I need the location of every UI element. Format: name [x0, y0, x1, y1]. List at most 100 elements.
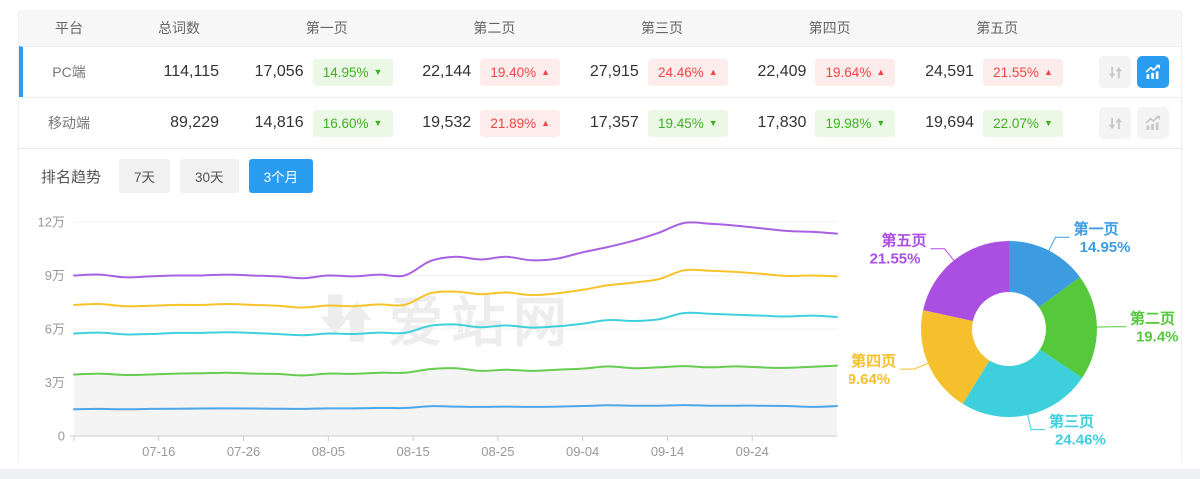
total-keywords-value: 114,115	[115, 63, 243, 81]
donut-leader-line	[931, 249, 956, 262]
page-count-cell: 17,830 19.98% ▼	[746, 110, 914, 137]
keyword-count: 22,409	[757, 63, 806, 81]
page-count-cell: 22,409 19.64% ▲	[746, 59, 914, 86]
keyword-count: 17,830	[757, 114, 806, 132]
donut-leader-line	[1027, 413, 1045, 430]
x-axis-label: 08-25	[481, 444, 514, 459]
change-badge: 16.60% ▼	[313, 110, 393, 137]
page-bottom-strip	[0, 469, 1200, 479]
change-badge: 19.45% ▼	[648, 110, 728, 137]
x-axis-label: 09-14	[651, 444, 684, 459]
change-badge: 19.40% ▲	[480, 59, 560, 86]
platform-label: PC端	[23, 62, 115, 82]
change-percent: 19.64%	[826, 65, 872, 80]
change-percent: 16.60%	[323, 116, 369, 131]
donut-percent: 21.55%	[870, 251, 921, 268]
show-chart-button[interactable]	[1137, 56, 1169, 88]
column-header: 第一页	[243, 18, 411, 38]
keyword-count: 19,532	[422, 114, 471, 132]
arrow-up-icon: ▲	[876, 68, 885, 77]
donut-label: 第三页	[1049, 413, 1094, 431]
column-header: 第二页	[411, 18, 579, 38]
donut-label: 第二页	[1130, 310, 1175, 328]
row-actions	[1081, 107, 1181, 139]
donut-label: 第一页	[1074, 220, 1119, 238]
donut-leader-line	[1048, 237, 1070, 252]
arrow-down-icon: ▼	[709, 119, 718, 128]
tab-7天[interactable]: 7天	[119, 159, 170, 193]
row-actions	[1081, 56, 1181, 88]
change-badge: 19.98% ▼	[815, 110, 895, 137]
keyword-count: 17,357	[590, 114, 639, 132]
tab-3个月[interactable]: 3个月	[249, 159, 314, 193]
arrow-down-icon: ▼	[374, 68, 383, 77]
x-axis-label: 07-16	[142, 444, 175, 459]
change-percent: 19.45%	[658, 116, 704, 131]
trend-line-cyan	[74, 313, 837, 336]
y-axis-label: 0	[58, 429, 65, 444]
change-badge: 21.55%▲	[983, 59, 1063, 86]
change-percent: 24.46%	[658, 65, 704, 80]
sort-button[interactable]	[1099, 56, 1131, 88]
arrow-down-icon: ▼	[1044, 119, 1053, 128]
change-percent: 22.07%	[993, 116, 1039, 131]
arrow-down-icon: ▼	[876, 119, 885, 128]
trend-section-title: 排名趋势	[41, 166, 101, 187]
y-axis-label: 9万	[45, 268, 65, 283]
sort-arrows-icon	[1107, 115, 1124, 132]
column-header: 平台	[23, 18, 115, 38]
donut-label: 第四页	[851, 352, 896, 370]
page-count-cell: 19,532 21.89%▲	[411, 110, 579, 137]
change-percent: 19.98%	[826, 116, 872, 131]
column-header: 第四页	[746, 18, 914, 38]
column-header: 第三页	[578, 18, 746, 38]
donut-slice-5[interactable]	[923, 241, 1009, 321]
page-count-cell: 22,144 19.40% ▲	[411, 59, 579, 86]
change-badge: 21.89%▲	[480, 110, 560, 137]
y-axis-label: 12万	[38, 215, 65, 230]
trend-chart-icon	[1144, 64, 1162, 81]
keyword-count: 22,144	[422, 63, 471, 81]
donut-percent: 19.64%	[849, 371, 890, 388]
platform-label: 移动端	[23, 113, 115, 133]
table-header-row: 平台总词数第一页第二页第三页第四页第五页	[19, 10, 1181, 46]
donut-percent: 24.46%	[1055, 432, 1106, 449]
page-distribution-donut: 第一页14.95%第二页19.4%第三页24.46%第四页19.64%第五页21…	[849, 204, 1179, 456]
change-percent: 21.89%	[490, 116, 536, 131]
sort-button[interactable]	[1099, 107, 1131, 139]
column-header: 第五页	[913, 18, 1081, 38]
trend-line-purple	[74, 222, 837, 278]
change-badge: 22.07% ▼	[983, 110, 1063, 137]
keyword-count: 17,056	[255, 63, 304, 81]
trend-toolbar: 排名趋势 7天 30天 3个月	[19, 149, 1181, 198]
x-axis-label: 09-04	[566, 444, 599, 459]
arrow-up-icon: ▲	[541, 68, 550, 77]
page-count-cell: 17,056 14.95% ▼	[243, 59, 411, 86]
donut-svg[interactable]: 第一页14.95%第二页19.4%第三页24.46%第四页19.64%第五页21…	[849, 204, 1179, 456]
change-badge: 19.64% ▲	[815, 59, 895, 86]
range-tabs: 7天 30天 3个月	[119, 159, 313, 193]
change-percent: 19.40%	[490, 65, 536, 80]
arrow-down-icon: ▼	[374, 119, 383, 128]
change-badge: 24.46% ▲	[648, 59, 728, 86]
change-percent: 14.95%	[323, 65, 369, 80]
keyword-count: 19,694	[925, 114, 974, 132]
tab-30天[interactable]: 30天	[180, 159, 239, 193]
donut-leader-line	[900, 363, 930, 370]
column-header: 总词数	[115, 18, 243, 38]
arrow-up-icon: ▲	[709, 68, 718, 77]
show-chart-button[interactable]	[1137, 107, 1169, 139]
page-count-cell: 17,357 19.45% ▼	[578, 110, 746, 137]
arrow-up-icon: ▲	[1044, 68, 1053, 77]
